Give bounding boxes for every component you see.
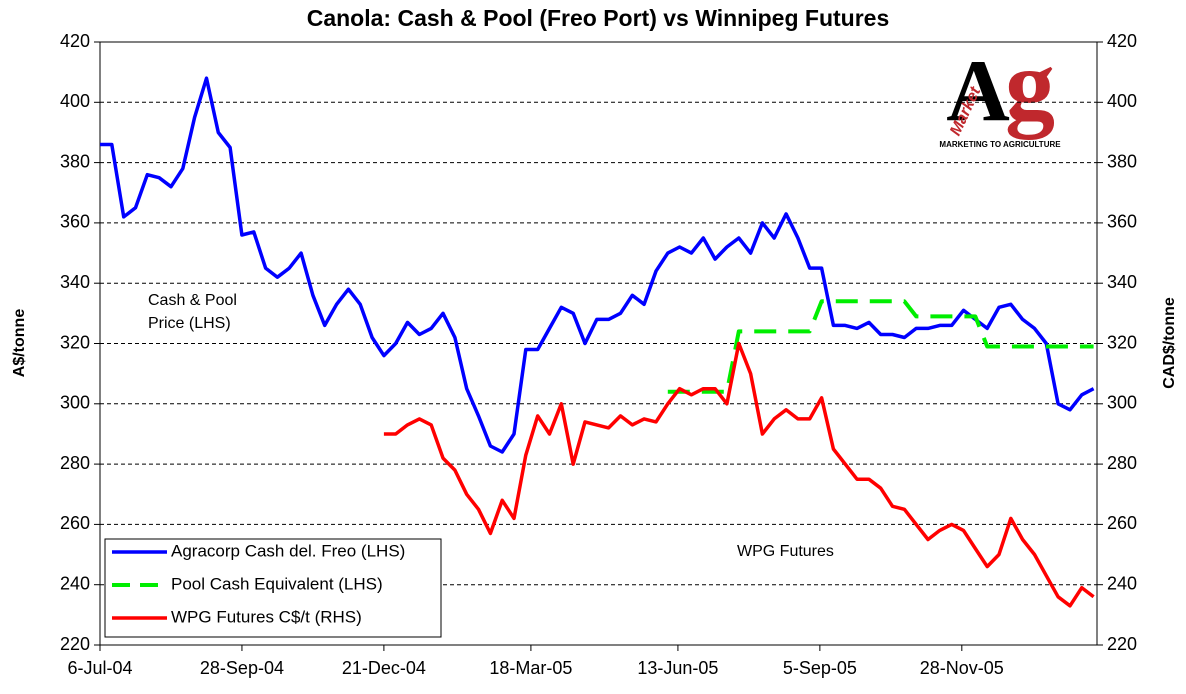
legend-label: WPG Futures C$/t (RHS) (171, 607, 362, 626)
annotation: Price (LHS) (148, 315, 231, 332)
plot-area (99, 41, 1098, 646)
annotation: Cash & Pool (148, 292, 237, 309)
logo: A g Market MARKETING TO AGRICULTURE (939, 29, 1061, 149)
y-tick-label: 340 (60, 272, 90, 292)
y-tick-label: 300 (60, 393, 90, 413)
logo-letter: g (1005, 29, 1055, 140)
y2-tick-label: 240 (1107, 573, 1137, 593)
y-tick-label: 280 (60, 453, 90, 473)
x-tick-label: 13-Jun-05 (637, 658, 718, 678)
y-tick-label: 220 (60, 634, 90, 654)
legend-label: Pool Cash Equivalent (LHS) (171, 574, 383, 593)
x-tick-label: 5-Sep-05 (783, 658, 857, 678)
x-tick-label: 18-Mar-05 (489, 658, 572, 678)
series-line (667, 299, 1094, 394)
x-tick-label: 21-Dec-04 (342, 658, 426, 678)
y-tick-label: 240 (60, 573, 90, 593)
series-line (100, 76, 1095, 454)
y2-tick-label: 280 (1107, 453, 1137, 473)
x-tick-label: 28-Nov-05 (920, 658, 1004, 678)
y2-tick-label: 360 (1107, 212, 1137, 232)
y-tick-label: 360 (60, 212, 90, 232)
logo-letter: A (946, 43, 1010, 140)
y2-axis-label: CAD$/tonne (1161, 297, 1178, 389)
y-tick-label: 320 (60, 332, 90, 352)
legend-label: Agracorp Cash del. Freo (LHS) (171, 541, 405, 560)
chart-title: Canola: Cash & Pool (Freo Port) vs Winni… (307, 5, 890, 31)
y2-tick-label: 220 (1107, 634, 1137, 654)
legend-box (104, 538, 442, 638)
annotation: WPG Futures (737, 543, 834, 560)
y2-tick-label: 260 (1107, 513, 1137, 533)
x-tick-label: 28-Sep-04 (200, 658, 284, 678)
legend: Agracorp Cash del. Freo (LHS) Pool Cash E… (104, 538, 442, 638)
x-tick-label: 6-Jul-04 (67, 658, 132, 678)
y2-tick-label: 340 (1107, 272, 1137, 292)
y-axis-label: A$/tonne (11, 309, 28, 378)
y-tick-label: 420 (60, 31, 90, 51)
series-line (383, 341, 1095, 608)
y-tick-label: 400 (60, 91, 90, 111)
y2-tick-label: 320 (1107, 332, 1137, 352)
y-tick-label: 380 (60, 151, 90, 171)
y2-tick-label: 380 (1107, 151, 1137, 171)
y-tick-label: 260 (60, 513, 90, 533)
logo-tagline: MARKETING TO AGRICULTURE (939, 140, 1061, 149)
y2-tick-label: 420 (1107, 31, 1137, 51)
y2-tick-label: 300 (1107, 393, 1137, 413)
y2-tick-label: 400 (1107, 91, 1137, 111)
